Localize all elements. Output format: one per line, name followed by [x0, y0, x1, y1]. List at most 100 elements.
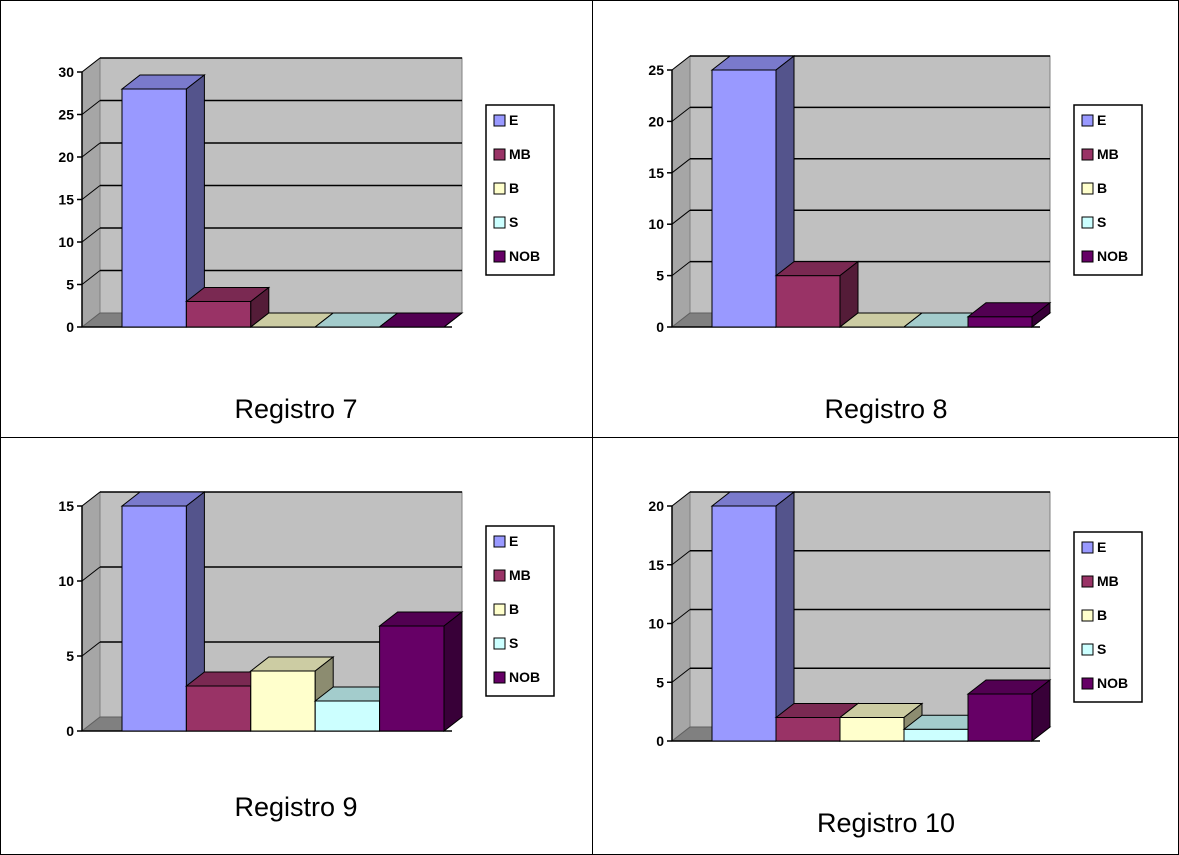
bar-front [711, 69, 777, 328]
bar-chart-registro-10: 0 5 10 15 20 E MB B S NOB [648, 490, 1143, 749]
gridline-side [671, 261, 691, 276]
grid-vertical-divider [592, 0, 593, 855]
bar-front [775, 717, 841, 742]
legend-swatch-s [493, 637, 506, 650]
y-tick-label: 5 [656, 674, 664, 690]
legend-label-nob: NOB [1097, 248, 1128, 264]
bar-mb [184, 286, 271, 329]
legend-label-s: S [509, 214, 518, 230]
gridline-side [81, 227, 101, 243]
y-tick-label: 25 [58, 107, 74, 123]
chart-legend: E MB B S NOB [485, 104, 555, 276]
gridline-side [671, 209, 691, 225]
y-tick-label: 0 [66, 319, 74, 335]
legend-swatch-mb [493, 569, 506, 582]
legend-label-b: B [509, 180, 519, 196]
bar-side [443, 610, 463, 733]
legend-swatch-b [493, 603, 506, 616]
legend-swatch-e [493, 114, 506, 127]
legend-label-e: E [1097, 539, 1106, 555]
grid-horizontal-divider [0, 437, 1179, 438]
legend-label-b: B [509, 601, 519, 617]
bar-front [121, 505, 187, 732]
bar-front [314, 700, 381, 732]
legend-label-mb: MB [1097, 573, 1119, 589]
bar-front [185, 301, 252, 328]
gridline-side [81, 142, 101, 158]
bar-front [121, 88, 187, 328]
y-tick-label: 0 [656, 319, 664, 335]
bar-mb [774, 260, 860, 329]
bar-nob [966, 301, 1052, 329]
y-tick-label: 30 [58, 64, 74, 80]
chart-caption: Registro 8 [824, 394, 948, 424]
gridline-side [81, 100, 101, 115]
legend-label-e: E [1097, 112, 1106, 128]
chart-legend: E MB B S NOB [1073, 531, 1143, 703]
bar-front [775, 275, 841, 328]
legend-swatch-b [493, 182, 506, 195]
gridline-side [671, 158, 691, 174]
bar-front [379, 625, 445, 732]
bar-chart-registro-9: 0 5 10 15 E MB B S NOB [58, 490, 555, 739]
y-tick-label: 15 [58, 192, 74, 208]
legend-label-e: E [509, 112, 518, 128]
y-tick-label: 10 [58, 234, 74, 250]
legend-swatch-nob [1081, 677, 1094, 690]
bar-front [967, 316, 1033, 328]
chart-panel-registro-7: 0 5 10 15 20 25 30 E MB B S NOB Registro 7 [0, 0, 592, 437]
legend-swatch-s [1081, 643, 1094, 656]
chart-caption: Registro 7 [234, 394, 358, 424]
y-tick-label: 5 [656, 268, 664, 284]
bar-side [775, 490, 795, 743]
y-tick-label: 5 [66, 277, 74, 293]
gridline-side [671, 550, 691, 566]
chart-side-wall [671, 54, 691, 329]
chart-panel-registro-10: 0 5 10 15 20 E MB B S NOB Registro 10 [593, 438, 1179, 855]
legend-swatch-e [1081, 114, 1094, 127]
bar-e [120, 490, 206, 733]
gridline-side [81, 57, 101, 73]
y-tick-label: 20 [648, 498, 664, 514]
y-tick-label: 15 [648, 165, 664, 181]
bar-nob [378, 312, 464, 328]
legend-label-nob: NOB [509, 669, 540, 685]
legend-label-nob: NOB [1097, 675, 1128, 691]
legend-label-nob: NOB [509, 248, 540, 264]
legend-label-s: S [1097, 214, 1106, 230]
bar-front [250, 670, 316, 732]
gridline-side [671, 491, 691, 507]
legend-swatch-nob [493, 671, 506, 684]
bar-chart-registro-7: 0 5 10 15 20 25 30 E MB B S NOB [58, 56, 555, 335]
bar-e [710, 490, 796, 743]
bar-front [967, 693, 1033, 742]
bar-side [1031, 678, 1051, 743]
y-tick-label: 25 [648, 62, 664, 78]
legend-swatch-e [493, 535, 506, 548]
chart-caption: Registro 10 [816, 808, 956, 838]
y-tick-label: 10 [58, 573, 74, 589]
gridline-side [671, 667, 691, 683]
bar-side [1031, 301, 1051, 329]
y-tick-label: 15 [648, 557, 664, 573]
y-tick-label: 0 [66, 723, 74, 739]
gridline-side [81, 566, 101, 582]
chart-panel-registro-9: 0 5 10 15 E MB B S NOB Registro 9 [0, 438, 592, 855]
bar-front [903, 728, 969, 742]
gridline-side [81, 270, 101, 285]
legend-swatch-b [1081, 182, 1094, 195]
legend-swatch-mb [493, 148, 506, 161]
legend-swatch-b [1081, 609, 1094, 622]
y-tick-label: 15 [58, 498, 74, 514]
gridline-side [671, 609, 691, 624]
chart-side-wall [81, 490, 101, 733]
bar-front [185, 685, 252, 732]
legend-swatch-mb [1081, 575, 1094, 588]
y-tick-label: 20 [58, 149, 74, 165]
gridline-side [81, 185, 101, 200]
legend-label-b: B [1097, 180, 1107, 196]
legend-label-mb: MB [509, 567, 531, 583]
legend-swatch-e [1081, 541, 1094, 554]
legend-label-s: S [1097, 641, 1106, 657]
bar-chart-registro-8: 0 5 10 15 20 25 E MB B S NOB [648, 54, 1143, 335]
